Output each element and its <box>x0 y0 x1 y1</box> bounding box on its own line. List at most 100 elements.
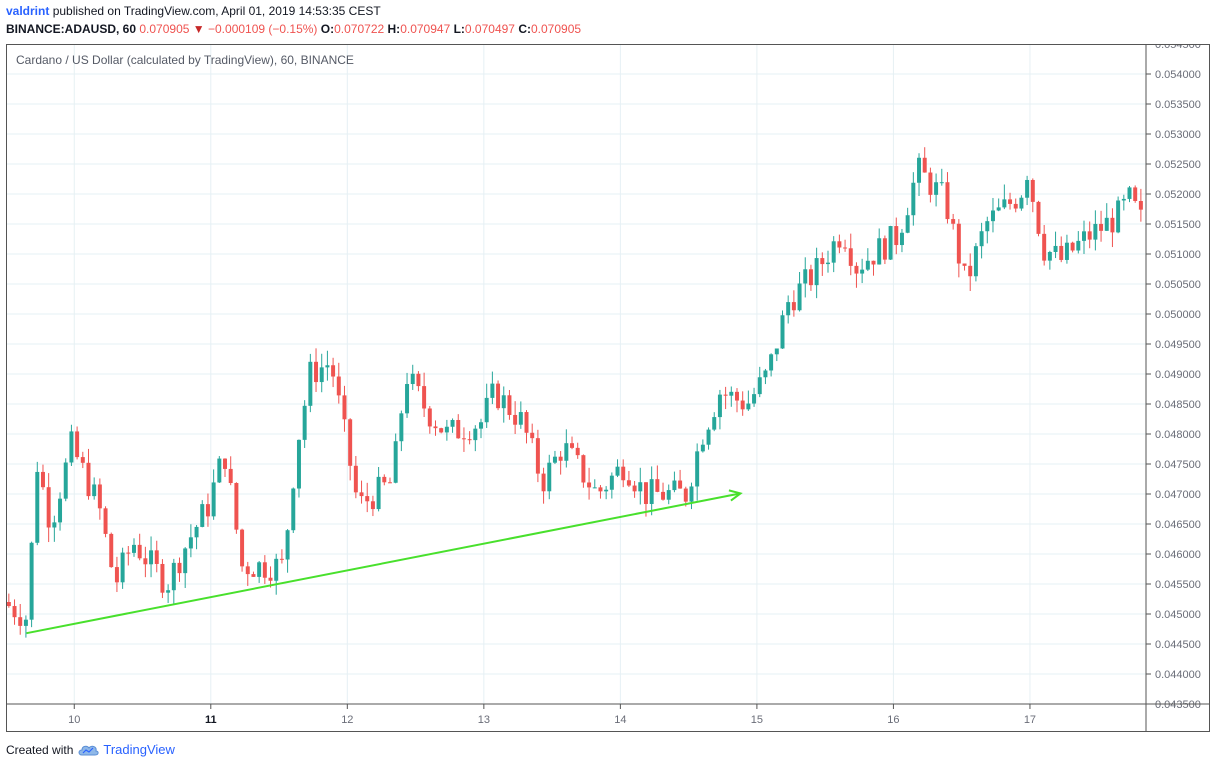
candle-body <box>1087 231 1092 240</box>
chart-frame <box>6 44 1210 732</box>
candle-body <box>35 471 40 543</box>
candle-body <box>695 451 700 487</box>
candle-body <box>1133 187 1138 202</box>
candle-body <box>911 182 916 216</box>
candle-body <box>587 482 592 488</box>
candle-body <box>40 471 45 488</box>
candle-body <box>120 552 125 583</box>
candle-body <box>871 260 876 265</box>
candle-body <box>223 458 228 469</box>
price-chart[interactable]: 0.043500 0.044000 0.044500 0.045000 0.045500… <box>6 39 1210 732</box>
candle-body <box>427 408 432 427</box>
candle-body <box>592 487 597 489</box>
candle-body <box>570 443 575 448</box>
candle-body <box>444 426 449 433</box>
candle-body <box>922 157 927 173</box>
candle-body <box>552 456 557 463</box>
candle-body <box>279 558 284 560</box>
open-value: 0.070722 <box>334 22 385 36</box>
candle-body <box>826 262 830 265</box>
y-tick-label: 0.053500 <box>1155 99 1201 111</box>
candle-body <box>137 544 142 559</box>
candle-body <box>712 417 717 430</box>
candle-body <box>257 562 262 577</box>
x-tick-label: 14 <box>614 714 626 726</box>
candle-body <box>814 258 819 286</box>
candle-body <box>86 462 91 497</box>
low-value: 0.070497 <box>464 22 515 36</box>
chart-container[interactable]: 0.043500 0.044000 0.044500 0.045000 0.045500… <box>6 39 1210 732</box>
high-value: 0.070947 <box>400 22 451 36</box>
candle-body <box>359 492 364 497</box>
candle-body <box>171 562 176 591</box>
candle-body <box>1138 201 1143 210</box>
candle-body <box>632 485 637 492</box>
candle-body <box>803 269 808 284</box>
candle-body <box>331 365 336 377</box>
candle-body <box>962 263 967 266</box>
candle-body <box>1110 217 1115 233</box>
candle-body <box>541 473 546 492</box>
tradingview-brand[interactable]: TradingView <box>103 742 175 757</box>
candle-body <box>160 563 165 593</box>
close-label: C: <box>518 22 531 36</box>
candle-body <box>132 544 136 553</box>
y-tick-label: 0.044500 <box>1155 639 1201 651</box>
candle-body <box>80 457 85 463</box>
candle-body <box>291 488 296 531</box>
candle-body <box>769 354 774 371</box>
y-tick-label: 0.054000 <box>1155 69 1201 81</box>
candle-body <box>774 348 779 355</box>
candle-body <box>1047 251 1052 261</box>
y-tick-label: 0.051500 <box>1155 219 1201 231</box>
candle-body <box>905 215 910 233</box>
x-tick-label: 12 <box>341 714 353 726</box>
low-label: L: <box>453 22 465 36</box>
author-name[interactable]: valdrint <box>6 4 50 18</box>
candle-body <box>575 447 580 456</box>
candle-body <box>717 394 722 418</box>
candle-body <box>1059 245 1064 260</box>
candle-body <box>746 403 751 410</box>
candle-body <box>524 412 529 433</box>
candle-body <box>433 426 438 429</box>
candle-body <box>177 562 182 574</box>
candle-body <box>1042 233 1047 261</box>
candle-body <box>615 466 620 476</box>
candle-body <box>200 504 205 527</box>
candle-body <box>194 526 199 538</box>
candle-body <box>621 466 626 481</box>
candle-body <box>882 238 887 260</box>
candle-body <box>308 361 313 406</box>
candle-body <box>598 487 603 492</box>
candle-body <box>757 377 762 395</box>
y-tick-label: 0.049500 <box>1155 339 1201 351</box>
candle-body <box>348 419 353 466</box>
candle-body <box>985 221 990 232</box>
candle-body <box>114 567 119 583</box>
candle-body <box>1064 242 1069 260</box>
candle-body <box>183 548 188 574</box>
candle-body <box>1104 217 1109 231</box>
candle-body <box>1030 179 1035 202</box>
candle-body <box>205 504 210 517</box>
candle-body <box>808 269 813 286</box>
candle-body <box>530 432 535 439</box>
candle-body <box>251 574 256 577</box>
created-with-label: Created with <box>6 742 74 757</box>
candle-body <box>188 537 193 549</box>
candle-body <box>626 480 631 486</box>
candle-body <box>1036 201 1041 234</box>
candle-body <box>416 373 421 387</box>
y-tick-label: 0.047000 <box>1155 489 1201 501</box>
candle-body <box>6 602 11 607</box>
candle-body <box>285 530 290 560</box>
y-tick-label: 0.045500 <box>1155 579 1201 591</box>
candle-body <box>473 428 478 441</box>
candle-body <box>370 501 375 510</box>
candle-body <box>166 590 171 593</box>
candle-body <box>1099 223 1104 231</box>
candle-body <box>678 480 683 489</box>
candle-body <box>535 438 540 474</box>
close-value: 0.070905 <box>531 22 582 36</box>
